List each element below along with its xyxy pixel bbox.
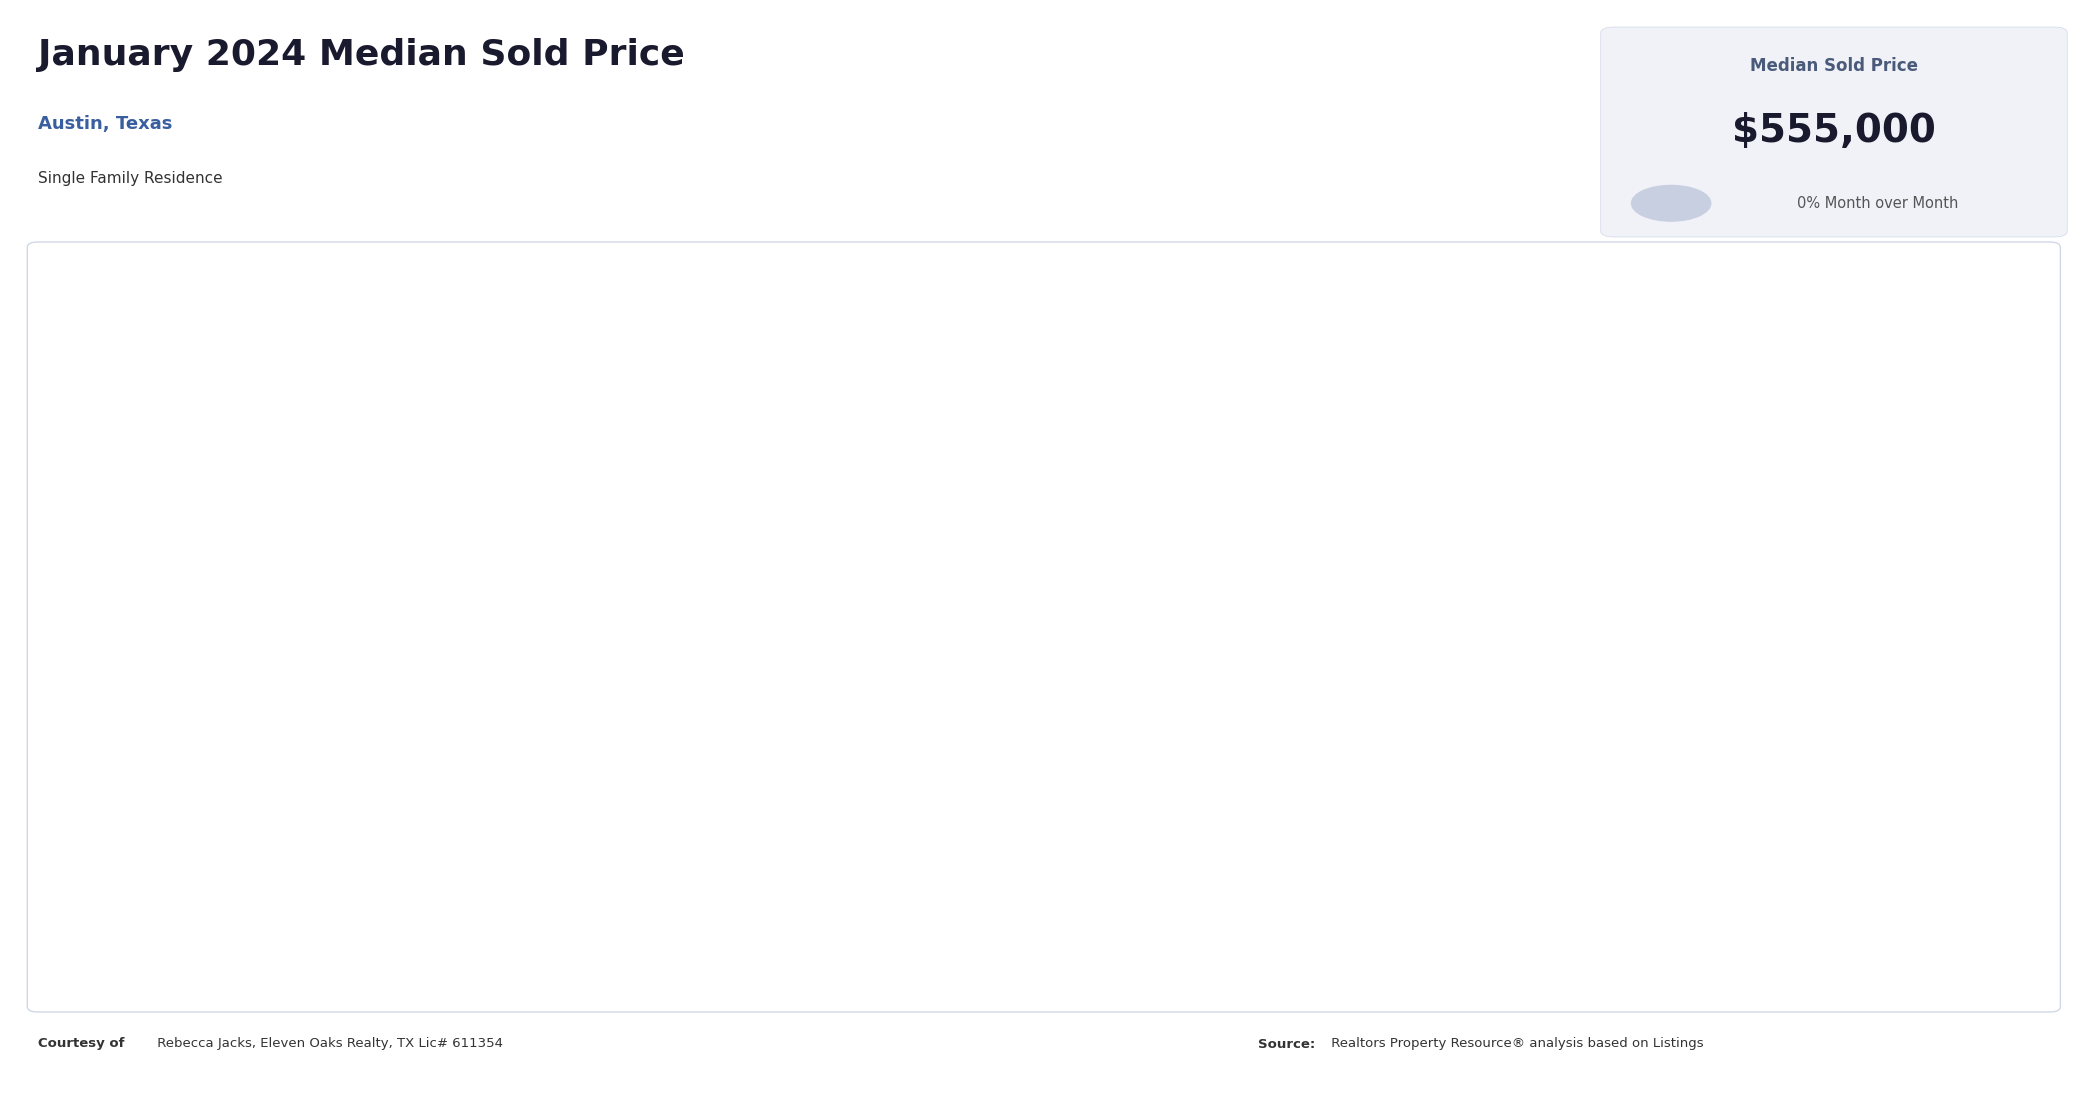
Text: Rebecca Jacks, Eleven Oaks Realty, TX Lic# 611354: Rebecca Jacks, Eleven Oaks Realty, TX Li… [153,1037,503,1050]
Text: $555,000: $555,000 [1731,112,1937,151]
Text: Austin, Texas: Austin, Texas [38,116,172,133]
Text: 0% Month over Month: 0% Month over Month [1798,196,1958,211]
Text: January 2024 Median Sold Price: January 2024 Median Sold Price [38,39,685,73]
Text: Source:: Source: [1258,1037,1314,1050]
Text: Single Family Residence: Single Family Residence [38,170,222,186]
FancyBboxPatch shape [1601,28,2067,236]
Text: Realtors Property Resource® analysis based on Listings: Realtors Property Resource® analysis bas… [1327,1037,1704,1050]
Text: Courtesy of: Courtesy of [38,1037,124,1050]
Y-axis label: Median Price: Median Price [88,561,103,660]
Circle shape [1631,186,1710,221]
Text: Median Sold Price: Median Sold Price [1750,57,1918,75]
